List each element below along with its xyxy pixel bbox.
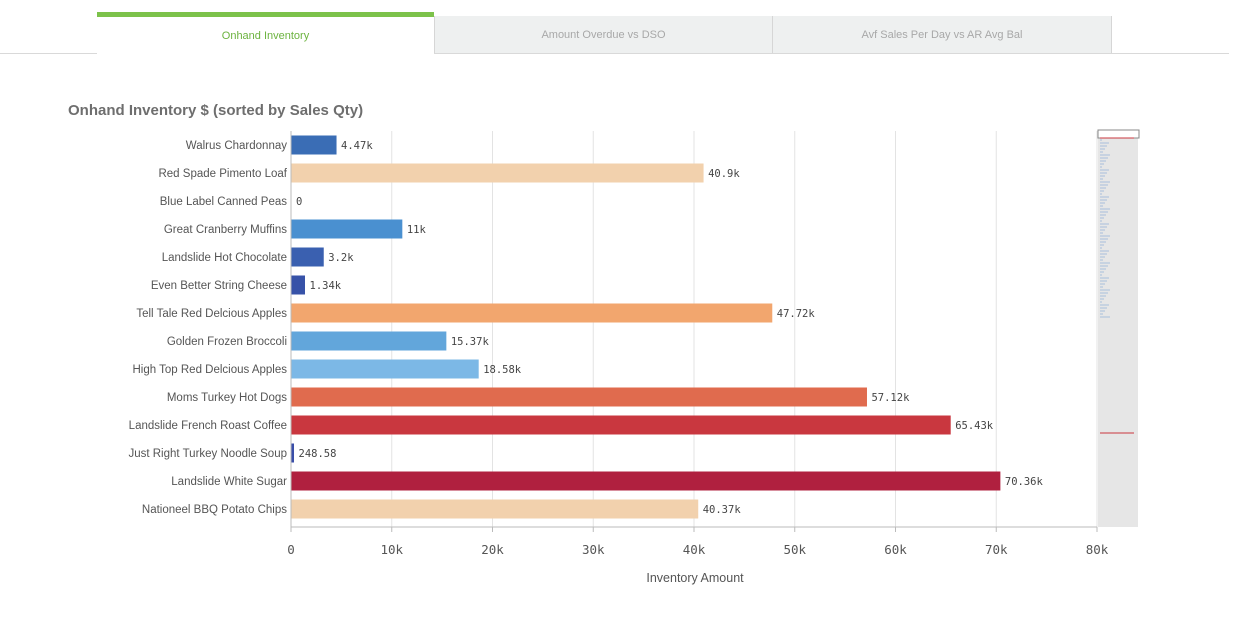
grid-lines [391, 131, 1098, 527]
bar [291, 331, 447, 351]
bar [291, 471, 1001, 491]
axes: 0 10k 20k 30k 40k 50k 60k 70k 80k Walrus Chardonn… [128, 131, 1109, 557]
category-label: Landslide White Sugar [171, 476, 287, 488]
data-label: 65.43k [955, 420, 994, 432]
minimap-viewport [1097, 129, 1140, 139]
category-label: Even Better String Cheese [151, 280, 287, 292]
bar [291, 163, 704, 183]
tab-amount-overdue-vs-dso[interactable]: Amount Overdue vs DSO [434, 16, 773, 53]
x-tick-label: 80k [1086, 542, 1109, 557]
minimap-background [1098, 131, 1138, 527]
x-axis-title: Inventory Amount [646, 571, 744, 585]
data-label: 3.2k [328, 252, 354, 264]
tab-avg-sales-per-day-vs-ar[interactable]: Avf Sales Per Day vs AR Avg Bal [773, 16, 1112, 53]
bar [291, 359, 479, 379]
category-label: High Top Red Delcious Apples [133, 364, 288, 376]
bar [291, 135, 337, 155]
data-label: 47.72k [777, 308, 816, 320]
category-label: Great Cranberry Muffins [164, 224, 287, 236]
bars [291, 135, 1001, 519]
bar [291, 499, 699, 519]
bar [291, 387, 867, 407]
bar [291, 219, 403, 239]
data-label: 1.34k [310, 280, 342, 292]
data-label: 18.58k [483, 364, 522, 376]
data-label: 40.9k [708, 168, 740, 180]
bar [291, 415, 951, 435]
x-tick-label: 70k [985, 542, 1008, 557]
category-label: Landslide Hot Chocolate [162, 252, 287, 264]
category-label: Blue Label Canned Peas [160, 196, 287, 208]
data-label: 40.37k [703, 504, 742, 516]
x-tick-label: 0 [287, 542, 295, 557]
category-label: Nationeel BBQ Potato Chips [142, 504, 287, 516]
category-label: Walrus Chardonnay [186, 140, 287, 152]
x-tick-label: 40k [683, 542, 706, 557]
bar [291, 303, 773, 323]
category-label: Moms Turkey Hot Dogs [167, 392, 287, 404]
data-label: 70.36k [1005, 476, 1044, 488]
category-label: Red Spade Pimento Loaf [158, 168, 287, 180]
data-label: 11k [407, 224, 427, 236]
x-tick-label: 20k [481, 542, 504, 557]
chart-title: Onhand Inventory $ (sorted by Sales Qty) [68, 102, 364, 119]
x-tick-label: 10k [380, 542, 403, 557]
data-label: 248.58 [299, 448, 337, 460]
x-tick-label: 60k [884, 542, 907, 557]
bar [291, 247, 324, 267]
data-label: 4.47k [341, 140, 373, 152]
data-label: 15.37k [451, 336, 490, 348]
mini-chart-scrollbar[interactable] [1097, 129, 1140, 527]
category-label: Tell Tale Red Delcious Apples [136, 308, 287, 320]
bar [291, 443, 295, 463]
data-label: 57.12k [871, 392, 910, 404]
x-tick-label: 30k [582, 542, 605, 557]
data-label: 0 [296, 196, 302, 208]
category-label: Golden Frozen Broccoli [167, 336, 287, 348]
tab-bar-divider [0, 53, 1229, 54]
category-label: Landslide French Roast Coffee [129, 420, 287, 432]
bar [291, 275, 306, 295]
tab-onhand-inventory[interactable]: Onhand Inventory [97, 12, 434, 54]
category-label: Just Right Turkey Noodle Soup [128, 448, 287, 460]
x-tick-label: 50k [783, 542, 806, 557]
